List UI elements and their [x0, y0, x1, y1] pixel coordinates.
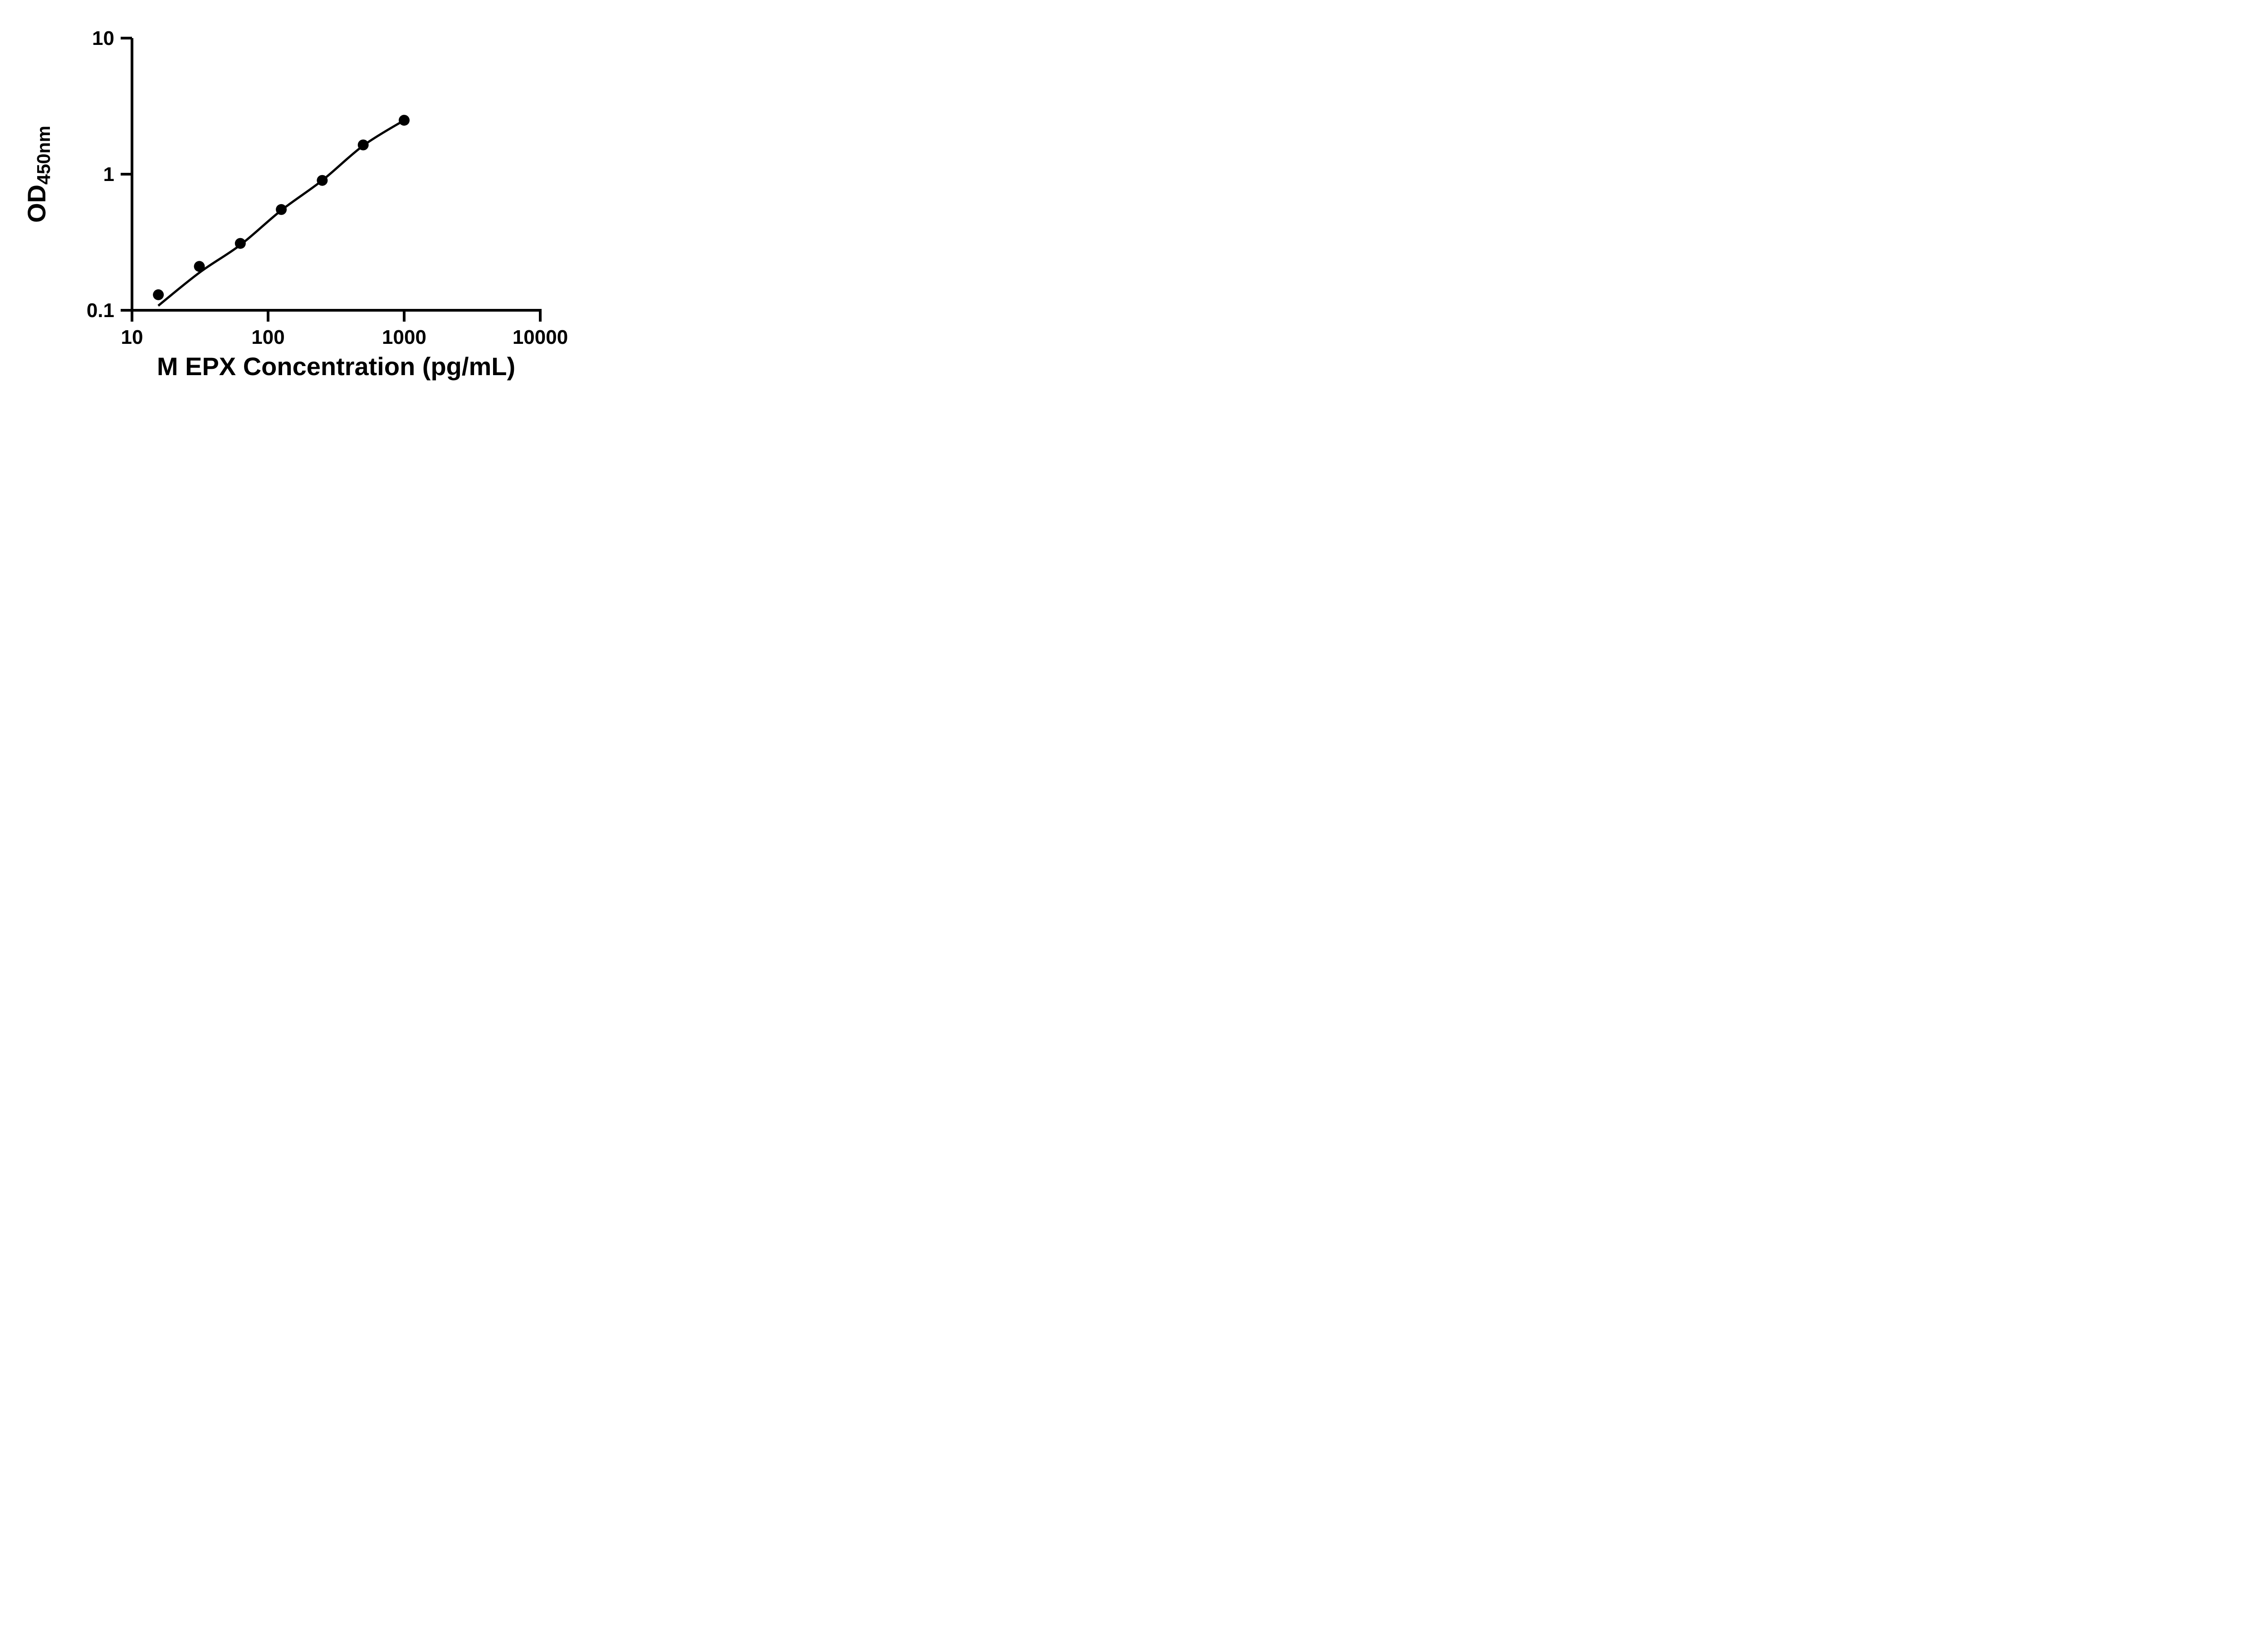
elisa-standard-curve-figure: 0.1 1 10 10 100 1000 10000 M EPX Concentration… — [0, 0, 603, 408]
data-point-15.625 — [153, 289, 164, 300]
x-tick-label-100: 100 — [251, 326, 284, 348]
y-tick-label-0.1: 0.1 — [87, 299, 114, 322]
x-tick-label-10: 10 — [121, 326, 143, 348]
y-axis-title-subscript: 450nm — [33, 126, 54, 185]
data-point-1000 — [399, 115, 410, 126]
x-tick-label-1000: 1000 — [382, 326, 426, 348]
data-point-250 — [317, 175, 328, 186]
y-axis-title-text: OD450nm — [22, 126, 54, 223]
data-point-500 — [357, 139, 369, 151]
x-axis-title: M EPX Concentration (pg/mL) — [156, 352, 516, 381]
y-axis-title-main: OD — [22, 184, 51, 223]
y-tick-label-10: 10 — [92, 27, 114, 49]
data-point-62.5 — [235, 238, 246, 249]
x-tick-label-10000: 10000 — [513, 326, 568, 348]
data-point-31.25 — [194, 261, 205, 272]
standard-curve-chart: 0.1 1 10 10 100 1000 10000 — [87, 27, 568, 348]
y-tick-label-1: 1 — [103, 163, 114, 186]
data-point-125 — [276, 204, 287, 215]
